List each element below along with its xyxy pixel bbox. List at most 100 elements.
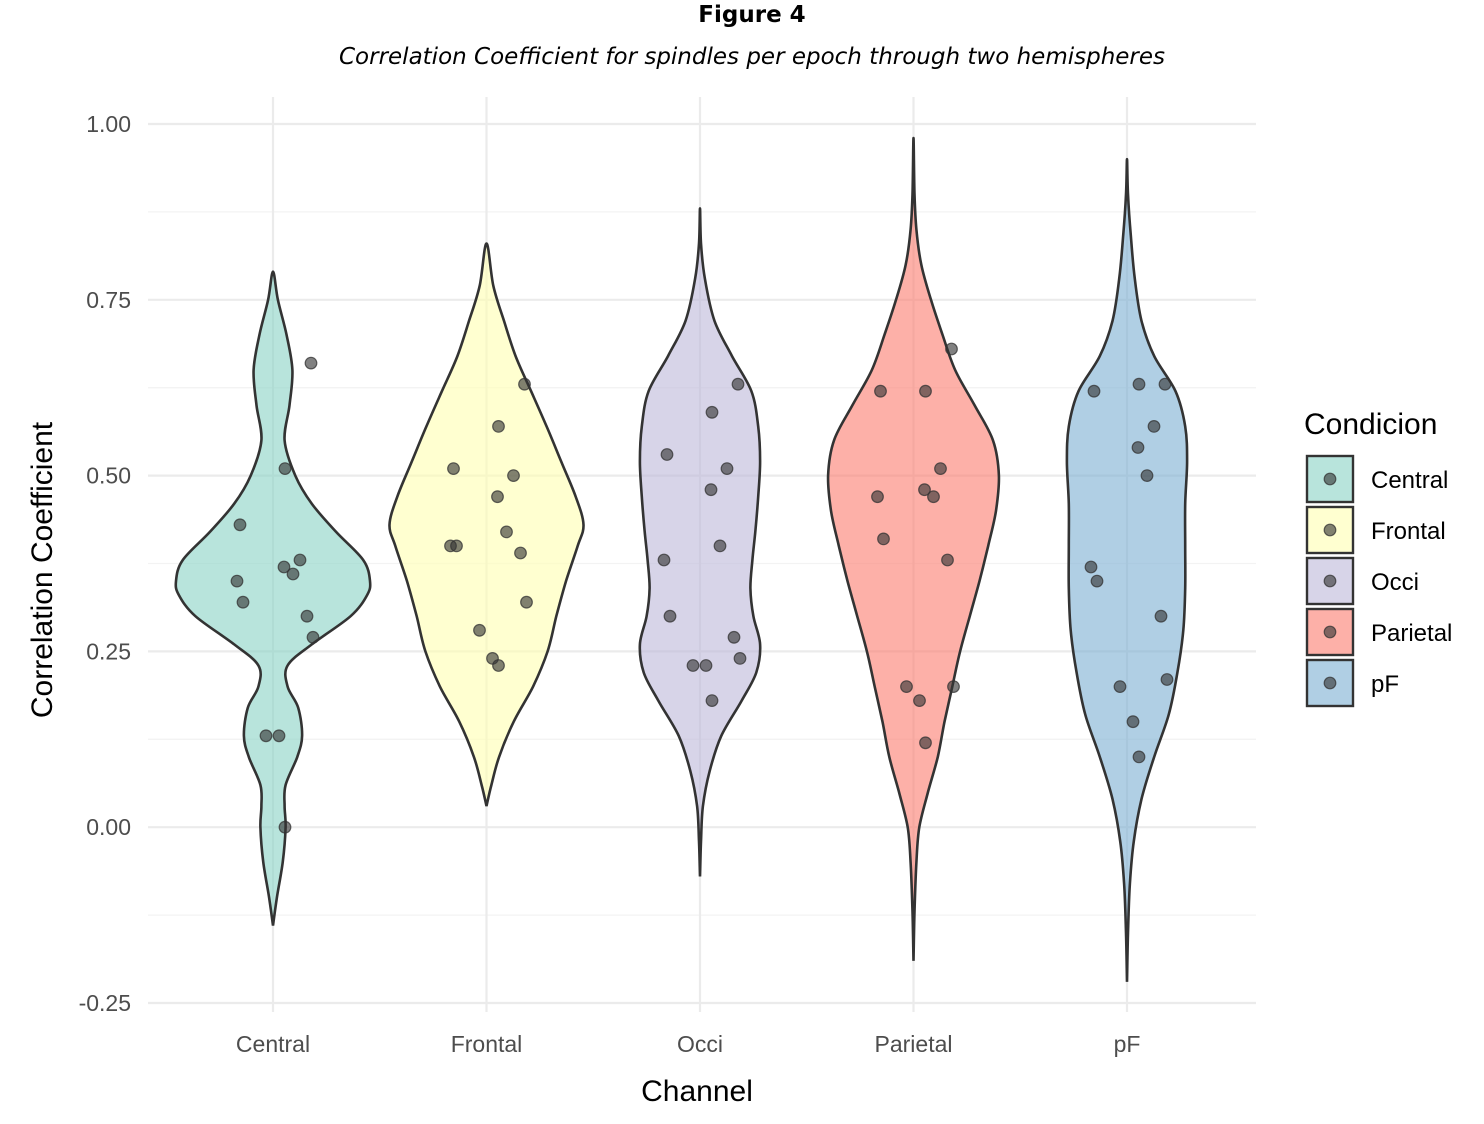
x-tick-label: Frontal [451,1031,523,1057]
x-tick-label: Central [236,1031,310,1057]
x-tick-label: Occi [677,1031,723,1057]
data-point [473,623,486,637]
data-point [705,405,719,419]
data-point [705,694,719,707]
y-tick-label: 0.50 [86,463,131,489]
data-point [277,560,291,574]
data-point [1132,377,1146,391]
legend-label: Occi [1371,569,1419,596]
data-points [230,342,1174,834]
data-point [233,518,247,532]
data-point [1132,750,1146,764]
data-point [500,525,513,539]
legend-label: Parietal [1371,620,1452,647]
data-point [660,448,674,461]
violin-parietal [826,136,1001,961]
data-point [300,609,314,623]
data-point [236,595,250,609]
violin-occi [638,207,762,877]
y-tick-label: 0.75 [86,287,131,313]
data-point [447,462,460,476]
data-point [278,820,292,834]
data-point [918,483,931,497]
data-point [919,736,932,750]
data-point [1160,673,1174,686]
y-tick-label: -0.25 [79,990,131,1016]
legend-point [1323,472,1337,486]
data-point [492,420,505,433]
data-point [514,546,527,560]
data-point [450,539,463,553]
y-tick-label: 1.00 [86,111,131,137]
data-point [1090,574,1104,588]
data-point [1140,469,1154,483]
data-point [492,659,505,672]
violins [174,136,1189,982]
violin-central [174,270,372,926]
data-point [657,553,671,567]
data-point [1147,420,1161,433]
data-point [507,469,520,483]
data-point [1158,377,1172,391]
data-point [699,659,713,672]
data-point [720,462,734,476]
x-axis-ticks: Central Frontal Occi Parietal pF [236,1031,1141,1057]
y-tick-label: 0.00 [86,814,131,840]
figure-label: Figure 4 [698,2,806,28]
data-point [913,694,926,707]
data-point [304,356,318,370]
data-point [713,539,727,553]
data-point [731,377,745,391]
data-point [704,483,718,497]
data-point [1126,715,1140,729]
legend-point [1323,523,1337,537]
y-axis-ticks: -0.25 0.00 0.25 0.50 0.75 1.00 [79,111,131,1016]
violin-frontal [388,242,585,807]
violin-pf [1065,157,1189,982]
data-point [491,490,504,504]
data-point [947,680,960,693]
legend-label: pF [1371,671,1399,698]
data-point [874,384,887,398]
data-point [733,652,747,665]
y-tick-label: 0.25 [86,638,131,664]
data-point [286,567,300,581]
legend-point [1323,676,1337,690]
data-point [663,609,677,623]
legend-point [1323,625,1337,639]
data-point [727,630,741,644]
data-point [941,553,954,567]
legend-item-central: Central [1305,454,1448,504]
data-point [518,377,531,391]
data-point [1154,609,1168,623]
legend-label: Central [1371,467,1448,494]
data-point [871,490,884,504]
legend-item-frontal: Frontal [1305,505,1446,555]
data-point [230,574,244,588]
legend-label: Frontal [1371,518,1446,545]
data-point [272,729,286,743]
data-point [877,532,890,546]
data-point [306,630,320,644]
data-point [259,729,273,743]
data-point [1113,680,1127,693]
legend-item-occi: Occi [1305,556,1419,606]
data-point [1131,441,1145,454]
legend-point [1323,574,1337,588]
y-axis-title: Correlation Coefficient [26,421,59,718]
data-point [520,595,533,609]
legend-item-parietal: Parietal [1305,607,1452,657]
data-point [278,462,292,476]
legend-title: Condicion [1304,408,1437,441]
legend-item-pf: pF [1305,658,1399,708]
x-tick-label: Parietal [875,1031,953,1057]
data-point [900,680,913,693]
data-point [293,553,307,567]
x-tick-label: pF [1114,1031,1141,1057]
data-point [945,342,958,356]
data-point [1084,560,1098,574]
data-point [919,384,932,398]
data-point [934,462,947,476]
figure-title: Correlation Coefficient for spindles per… [338,44,1166,70]
